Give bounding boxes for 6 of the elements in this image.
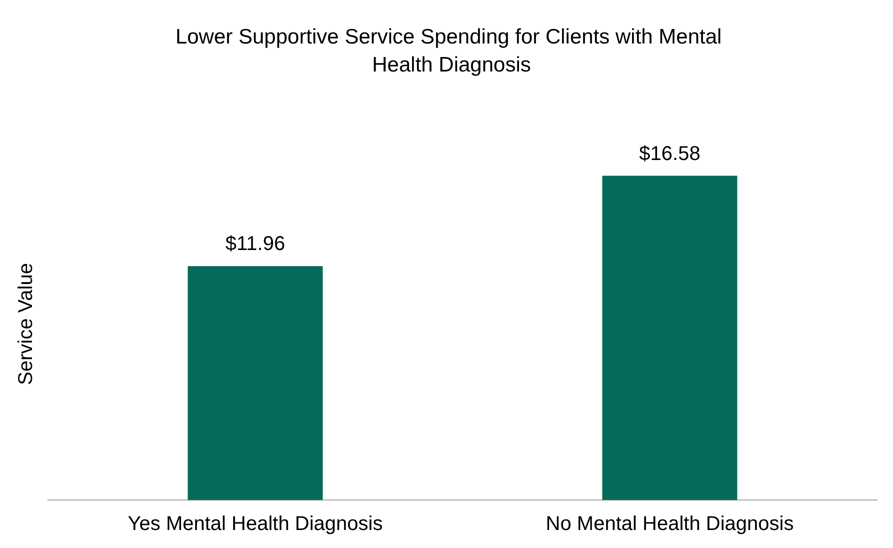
y-axis-title: Service Value [15, 263, 37, 385]
chart-title: Lower Supportive Service Spending for Clients with Mental Health Diagnosis [175, 26, 728, 76]
data-label: $11.96 [225, 233, 286, 256]
data-label: $16.58 [639, 142, 700, 165]
x-tick-label: Yes Mental Health Diagnosis [128, 513, 383, 535]
x-tick-label: No Mental Health Diagnosis [546, 513, 794, 535]
